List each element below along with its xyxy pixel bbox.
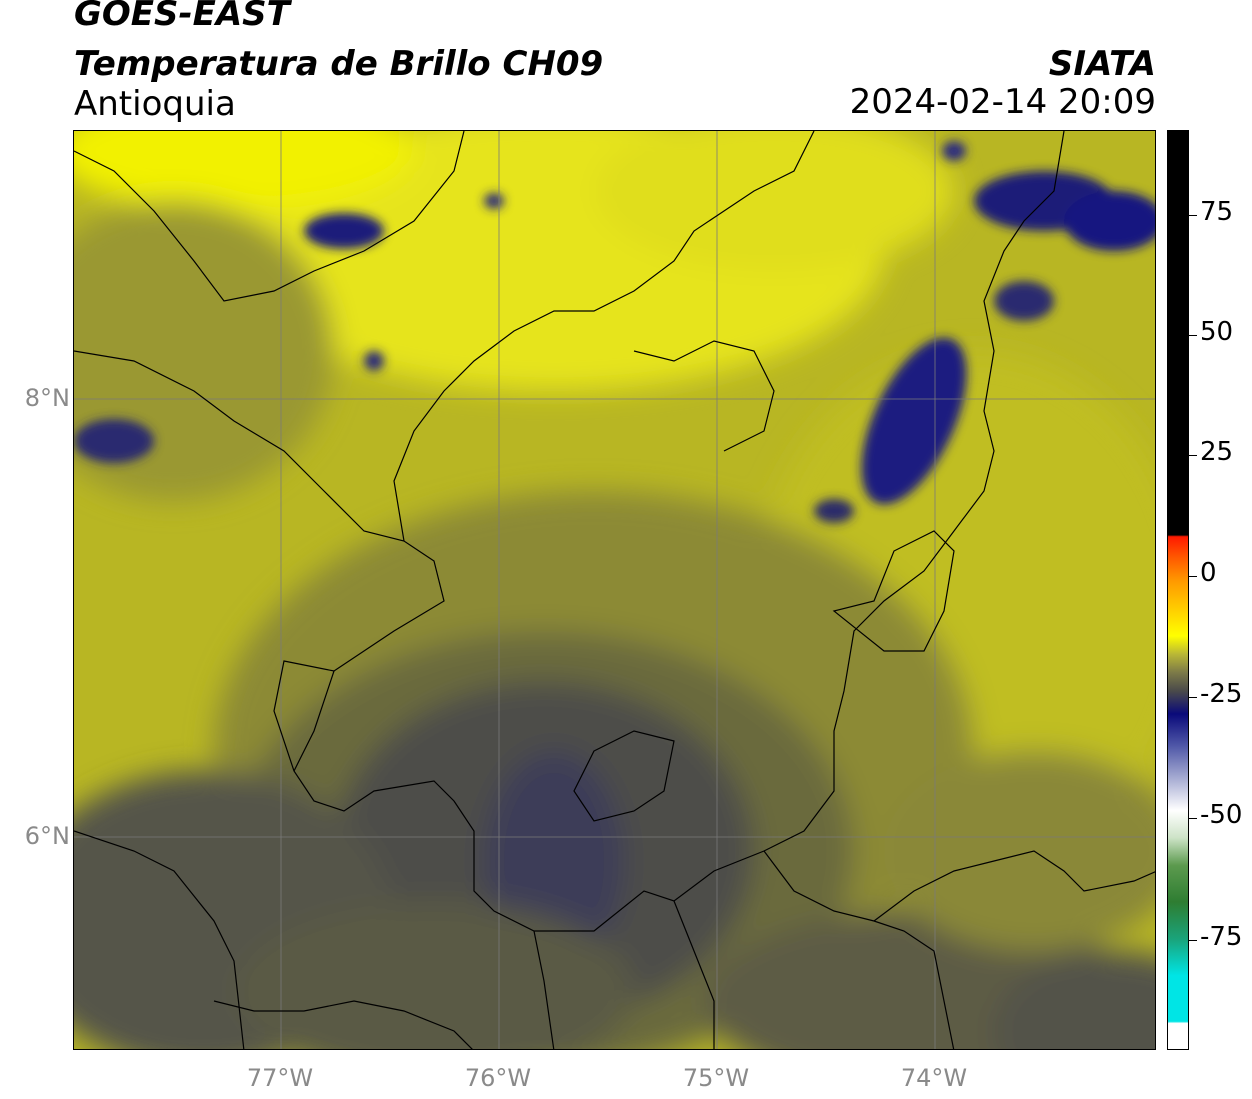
colorbar-tick-50 [1189,335,1197,336]
organization-label: SIATA [1048,44,1156,84]
lon-tick-77w: 77°W [246,1064,314,1092]
colorbar-label-minus50: -50 [1200,800,1243,830]
colorbar-tick-75 [1189,215,1197,216]
colorbar-tick-minus50 [1189,818,1197,819]
colorbar-label-75: 75 [1200,197,1234,227]
colorbar-label-0: 0 [1200,558,1217,588]
colorbar-label-minus25: -25 [1200,679,1243,709]
title-product: Temperatura de Brillo CH09 [74,44,604,84]
colorbar-tick-minus25 [1189,697,1197,698]
lon-tick-75w: 75°W [682,1064,750,1092]
colorbar-label-25: 25 [1200,437,1234,467]
colorbar-label-50: 50 [1200,317,1234,347]
colorbar-tick-25 [1189,455,1197,456]
region-label: Antioquia [74,84,236,124]
graticule [74,131,1155,1049]
colorbar-tick-minus75 [1189,940,1197,941]
colorbar-label-minus75: -75 [1200,922,1243,952]
lat-tick-8n: 8°N [24,384,70,412]
lat-tick-6n: 6°N [24,822,70,850]
boundaries [74,131,1155,1049]
brightness-temperature-map [73,130,1156,1050]
datetime-label: 2024-02-14 20:09 [849,82,1156,122]
lon-tick-74w: 74°W [900,1064,968,1092]
temperature-field [74,131,1155,1049]
cold-cloud-tops [74,141,1155,523]
colorbar-tick-0 [1189,576,1197,577]
title-satellite: GOES-EAST [74,0,290,34]
colorbar [1167,130,1189,1050]
lon-tick-76w: 76°W [464,1064,532,1092]
